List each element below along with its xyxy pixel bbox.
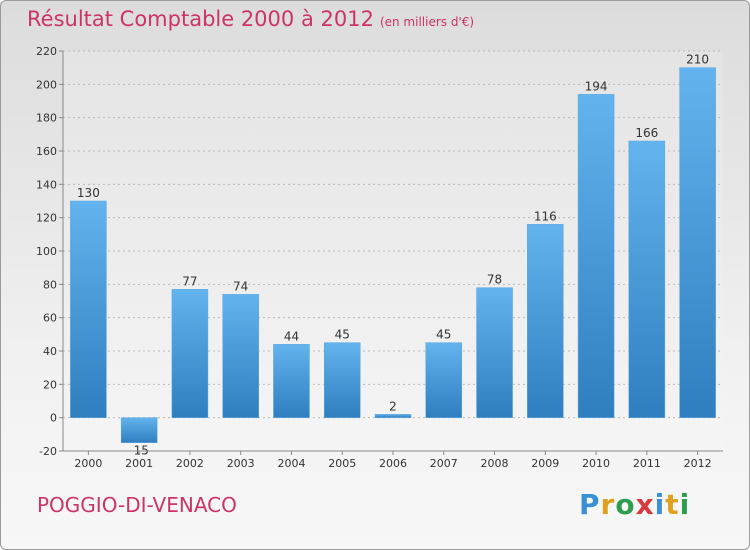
y-tick-label: 80 <box>43 278 57 291</box>
y-tick-label: 40 <box>43 345 57 358</box>
x-tick-label: 2004 <box>277 457 305 470</box>
chart-title: Résultat Comptable 2000 à 2012 (en millie… <box>27 7 474 31</box>
data-label: 77 <box>182 274 197 288</box>
data-label: 194 <box>585 79 608 93</box>
data-label: 116 <box>534 209 557 223</box>
logo-letter: i <box>654 488 666 521</box>
y-tick-label: -20 <box>39 445 57 458</box>
x-tick-label: 2007 <box>430 457 458 470</box>
y-tick-label: 0 <box>50 412 57 425</box>
logo-letter: r <box>600 488 616 521</box>
logo-letter: i <box>679 488 691 521</box>
data-label: 2 <box>389 399 397 413</box>
commune-name: POGGIO-DI-VENACO <box>37 493 237 517</box>
y-tick-label: 220 <box>36 45 57 58</box>
chart-subtitle: (en milliers d'€) <box>379 15 475 29</box>
x-tick-label: 2001 <box>125 457 153 470</box>
bar <box>527 224 564 418</box>
data-label: 130 <box>77 186 100 200</box>
bar <box>273 344 310 418</box>
bar <box>374 414 412 418</box>
logo-letter: P <box>579 488 601 521</box>
bar <box>425 342 463 418</box>
chart-title-text: Résultat Comptable 2000 à 2012 <box>27 7 374 31</box>
x-tick-label: 2006 <box>379 457 407 470</box>
bar <box>120 417 158 443</box>
data-label: 44 <box>284 329 299 343</box>
bar <box>323 342 361 418</box>
y-tick-label: 160 <box>36 145 57 158</box>
logo-letter: x <box>635 488 655 521</box>
data-label: 74 <box>233 279 248 293</box>
bar <box>476 287 513 418</box>
bar <box>577 94 615 418</box>
x-tick-label: 2010 <box>582 457 610 470</box>
y-axis-ticks: -20 0 20 40 60 80 100 120 140 160 180 200 220 <box>36 45 63 458</box>
x-tick-label: 2012 <box>684 457 712 470</box>
x-tick-label: 2011 <box>633 457 661 470</box>
x-tick-label: 2009 <box>531 457 559 470</box>
bar <box>171 289 209 418</box>
logo-letter: o <box>615 488 636 521</box>
data-label: 166 <box>635 126 658 140</box>
x-tick-label: 2003 <box>227 457 255 470</box>
proxiti-logo[interactable]: Proxiti <box>579 488 690 521</box>
x-tick-label: 2005 <box>328 457 356 470</box>
data-label: 45 <box>436 328 451 342</box>
y-tick-label: 100 <box>36 245 57 258</box>
bar <box>70 200 107 418</box>
y-tick-label: 180 <box>36 112 57 125</box>
bar <box>222 294 259 418</box>
y-tick-label: 20 <box>43 378 57 391</box>
x-tick-label: 2008 <box>481 457 509 470</box>
data-label: 45 <box>335 328 350 342</box>
y-tick-label: 200 <box>36 78 57 91</box>
x-axis-ticks: 2000 2001 2002 2003 2004 2005 2006 2007 2008 2009… <box>74 451 712 470</box>
logo-letter: t <box>665 488 680 521</box>
y-tick-label: 120 <box>36 212 57 225</box>
data-labels-group: 130-157774444524578116194166210 <box>77 53 709 458</box>
data-label: 78 <box>487 273 502 287</box>
y-tick-label: 140 <box>36 178 57 191</box>
x-tick-label: 2000 <box>74 457 102 470</box>
bars-group <box>70 67 716 443</box>
data-label: 210 <box>686 53 709 67</box>
x-tick-label: 2002 <box>176 457 204 470</box>
bar <box>679 67 716 418</box>
y-tick-label: 60 <box>43 312 57 325</box>
bar <box>628 140 666 418</box>
